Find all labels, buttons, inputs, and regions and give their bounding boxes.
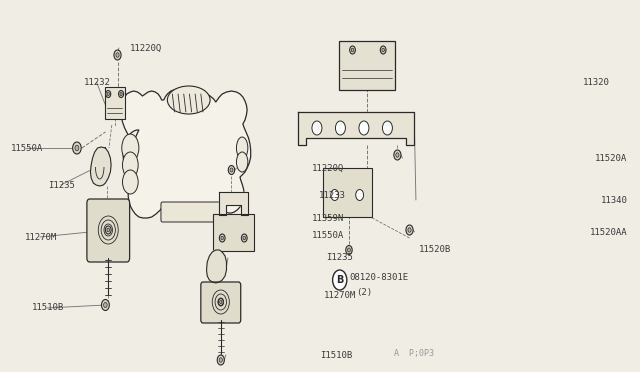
Text: A  P;0P3: A P;0P3: [394, 349, 435, 358]
Circle shape: [356, 189, 364, 201]
Circle shape: [218, 298, 223, 305]
Text: 11232: 11232: [84, 77, 111, 87]
Text: 11510B: 11510B: [32, 304, 64, 312]
Text: 11550A: 11550A: [11, 144, 43, 153]
Text: I1510B: I1510B: [321, 350, 353, 359]
Ellipse shape: [236, 137, 248, 159]
Ellipse shape: [122, 152, 138, 178]
Circle shape: [351, 48, 354, 52]
Circle shape: [104, 302, 107, 308]
Circle shape: [228, 166, 235, 174]
Text: (2): (2): [356, 289, 372, 298]
Circle shape: [73, 142, 81, 154]
Text: 11520B: 11520B: [419, 246, 451, 254]
Polygon shape: [298, 112, 415, 145]
Circle shape: [383, 121, 392, 135]
Polygon shape: [90, 147, 111, 186]
Text: I1235: I1235: [326, 253, 353, 263]
Text: 11270M: 11270M: [324, 291, 356, 299]
Circle shape: [335, 121, 346, 135]
Ellipse shape: [122, 170, 138, 194]
Circle shape: [243, 236, 246, 240]
Circle shape: [394, 150, 401, 160]
Text: 11550A: 11550A: [312, 231, 344, 240]
Circle shape: [220, 301, 222, 304]
Text: 11320: 11320: [582, 77, 609, 87]
Text: I1235: I1235: [49, 180, 76, 189]
Circle shape: [116, 53, 119, 57]
Circle shape: [382, 48, 385, 52]
Circle shape: [408, 228, 411, 232]
Text: 11359N: 11359N: [312, 214, 344, 222]
Ellipse shape: [122, 134, 139, 162]
Circle shape: [219, 358, 222, 362]
Circle shape: [118, 90, 124, 97]
Circle shape: [346, 246, 352, 254]
Text: B: B: [336, 275, 344, 285]
Text: 11270M: 11270M: [25, 232, 57, 241]
Text: 08120-8301E: 08120-8301E: [349, 273, 408, 282]
Text: 11233: 11233: [319, 190, 346, 199]
Circle shape: [333, 270, 347, 290]
FancyBboxPatch shape: [105, 87, 125, 119]
Text: 11220Q: 11220Q: [130, 44, 162, 52]
Circle shape: [380, 46, 386, 54]
FancyBboxPatch shape: [339, 41, 396, 90]
Text: 11220Q: 11220Q: [312, 164, 344, 173]
Circle shape: [230, 168, 233, 172]
Circle shape: [114, 50, 121, 60]
Circle shape: [221, 236, 223, 240]
Circle shape: [241, 234, 247, 242]
FancyBboxPatch shape: [213, 214, 253, 251]
Circle shape: [359, 121, 369, 135]
FancyBboxPatch shape: [87, 199, 130, 262]
Circle shape: [220, 234, 225, 242]
Circle shape: [406, 225, 413, 235]
Ellipse shape: [168, 86, 210, 114]
Text: 11520AA: 11520AA: [589, 228, 627, 237]
Circle shape: [348, 248, 351, 252]
FancyBboxPatch shape: [161, 202, 221, 222]
Polygon shape: [121, 88, 251, 218]
Polygon shape: [207, 250, 227, 283]
Text: 11340: 11340: [600, 196, 627, 205]
Circle shape: [349, 46, 355, 54]
Circle shape: [75, 145, 79, 151]
Circle shape: [331, 189, 339, 201]
Circle shape: [106, 90, 111, 97]
Text: 11520A: 11520A: [595, 154, 627, 163]
Circle shape: [107, 92, 109, 96]
Circle shape: [102, 299, 109, 311]
FancyBboxPatch shape: [323, 168, 372, 217]
Circle shape: [120, 92, 122, 96]
Ellipse shape: [236, 152, 248, 172]
Circle shape: [217, 355, 225, 365]
FancyBboxPatch shape: [201, 282, 241, 323]
Circle shape: [106, 226, 111, 234]
Circle shape: [107, 228, 109, 232]
Circle shape: [396, 153, 399, 157]
Circle shape: [312, 121, 322, 135]
Polygon shape: [220, 192, 248, 215]
